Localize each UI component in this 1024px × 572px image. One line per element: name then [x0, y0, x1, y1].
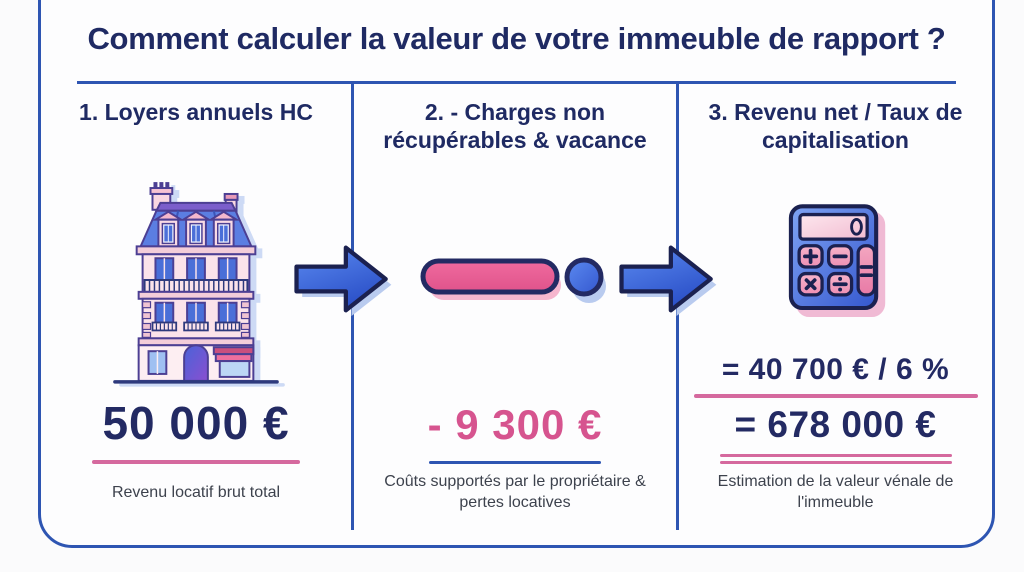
- column-3-heading: 3. Revenu net / Taux de capitalisation: [686, 98, 986, 162]
- columns-grid: 1. Loyers annuels HC: [41, 84, 992, 530]
- column-1-icon-area: [41, 162, 351, 396]
- arrow-right-icon: [619, 245, 717, 316]
- column-2-value: - 9 300 €: [427, 401, 603, 448]
- column-3-icon-area: [679, 162, 992, 353]
- column-1-caption: Revenu locatif brut total: [112, 464, 280, 522]
- column-3-value-block: = 40 700 € / 6 % = 678 000 €: [693, 353, 978, 464]
- column-revenu-net: 3. Revenu net / Taux de capitalisation: [676, 84, 992, 530]
- column-1-underline: [92, 460, 300, 464]
- minus-bar-dot-icon: [420, 257, 606, 303]
- column-2-heading: 2. - Charges non récupérables & vacance: [365, 98, 665, 162]
- column-2-icon-area: [354, 162, 676, 401]
- column-2-heading-text: 2. - Charges non récupérables & vacance: [383, 99, 647, 154]
- column-2-underline: [428, 461, 601, 464]
- arrow-right-icon: [294, 245, 392, 316]
- title-divider: [77, 81, 956, 84]
- column-1-heading-text: 1. Loyers annuels HC: [79, 99, 313, 125]
- column-1-value: 50 000 €: [102, 397, 290, 449]
- column-loyers-annuels: 1. Loyers annuels HC: [41, 84, 351, 530]
- building-icon: [113, 181, 279, 384]
- page-title: Comment calculer la valeur de votre imme…: [87, 21, 946, 56]
- column-2-value-block: - 9 300 €: [428, 401, 603, 464]
- column-3-heading-text: 3. Revenu net / Taux de capitalisation: [708, 99, 963, 154]
- title-row: Comment calculer la valeur de votre imme…: [41, 0, 992, 57]
- column-3-value-line2: = 678 000 €: [734, 404, 937, 445]
- column-2-caption: Coûts supportés par le propriétaire & pe…: [365, 464, 665, 522]
- column-2-caption-text: Coûts supportés par le propriétaire & pe…: [384, 473, 646, 511]
- column-3-value-line1: = 40 700 € / 6 %: [721, 353, 950, 386]
- column-1-caption-text: Revenu locatif brut total: [111, 483, 281, 501]
- infographic-frame: Comment calculer la valeur de votre imme…: [38, 0, 995, 548]
- column-3-caption-text: Estimation de la valeur vénale de l'imme…: [717, 473, 954, 511]
- column-1-heading: 1. Loyers annuels HC: [79, 98, 313, 162]
- column-charges: 2. - Charges non récupérables & vacance: [351, 84, 676, 530]
- column-3-underline-2b: [719, 461, 952, 464]
- column-3-underline-2a: [719, 454, 952, 457]
- column-1-value-block: 50 000 €: [92, 396, 300, 464]
- column-3-underline-1: [693, 394, 978, 398]
- column-3-caption: Estimation de la valeur vénale de l'imme…: [711, 464, 961, 522]
- calculator-icon: [788, 203, 878, 310]
